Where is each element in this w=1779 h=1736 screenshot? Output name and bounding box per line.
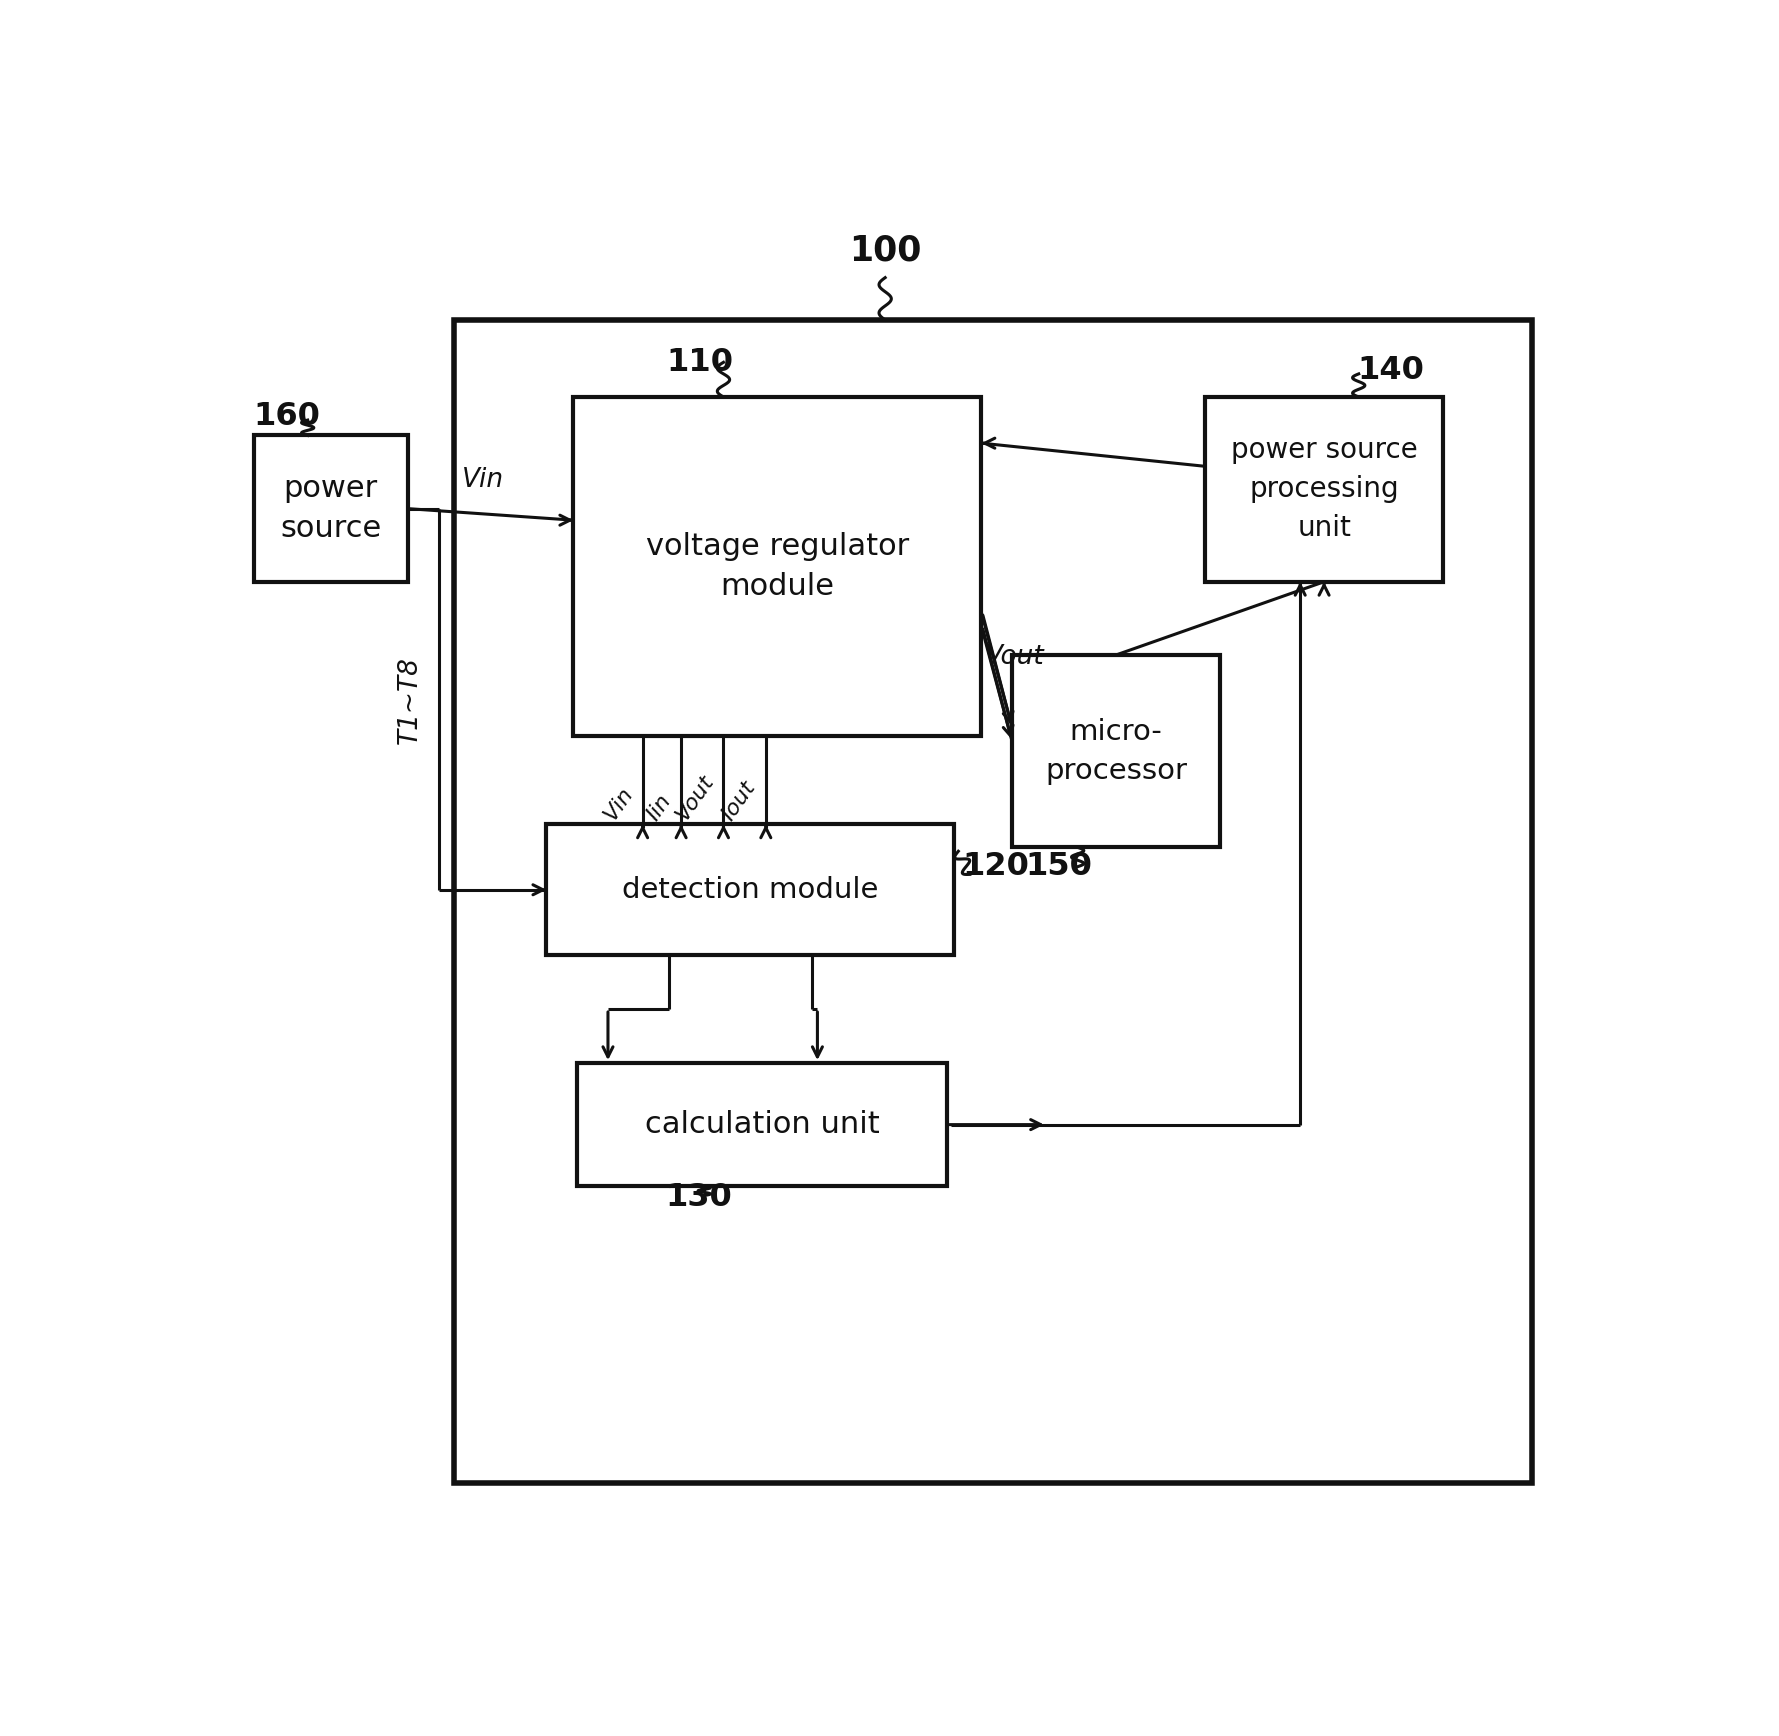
Text: Iin: Iin <box>644 792 674 825</box>
Bar <box>1204 398 1443 582</box>
Text: detection module: detection module <box>623 875 879 904</box>
Text: Vin: Vin <box>463 467 503 493</box>
Bar <box>254 436 407 582</box>
Bar <box>454 319 1532 1483</box>
Text: power
source: power source <box>279 474 381 543</box>
Text: 150: 150 <box>1025 851 1092 882</box>
Text: micro-
processor: micro- processor <box>1046 717 1187 785</box>
Text: 140: 140 <box>1357 354 1425 385</box>
Text: 120: 120 <box>962 851 1028 882</box>
Bar <box>576 1062 946 1186</box>
Text: Vout: Vout <box>986 644 1044 670</box>
Text: Iout: Iout <box>719 778 760 825</box>
Text: voltage regulator
module: voltage regulator module <box>646 531 909 601</box>
Text: 100: 100 <box>849 234 922 267</box>
Text: 130: 130 <box>665 1182 733 1213</box>
Bar <box>546 825 955 955</box>
Bar <box>1012 654 1220 847</box>
Text: Vin: Vin <box>600 783 637 825</box>
Text: T1~T8: T1~T8 <box>397 656 423 743</box>
Bar <box>573 398 982 736</box>
Text: 110: 110 <box>667 347 735 378</box>
Text: calculation unit: calculation unit <box>644 1109 879 1139</box>
Text: 160: 160 <box>254 401 320 432</box>
Text: Vout: Vout <box>672 771 717 825</box>
Text: power source
processing
unit: power source processing unit <box>1231 436 1418 542</box>
